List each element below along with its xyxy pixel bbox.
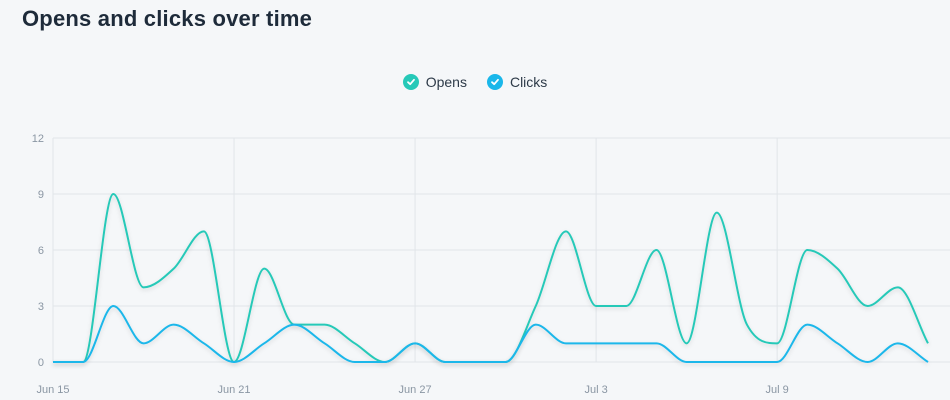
legend-item-clicks[interactable]: Clicks [486, 74, 548, 90]
check-icon [402, 74, 419, 90]
x-tick-label: Jul 3 [584, 384, 607, 396]
series-line-clicks[interactable] [52, 305, 929, 363]
y-tick-label: 3 [38, 301, 44, 313]
x-tick-label: Jun 15 [36, 384, 69, 396]
legend-item-opens[interactable]: Opens [402, 74, 467, 90]
x-tick-label: Jun 21 [218, 384, 251, 396]
x-tick-label: Jun 27 [399, 384, 432, 396]
legend-label-opens: Opens [425, 74, 467, 90]
y-tick-label: 12 [32, 133, 44, 145]
y-tick-label: 0 [38, 357, 44, 369]
x-tick-label: Jul 9 [766, 384, 789, 396]
legend-label-clicks: Clicks [509, 74, 548, 90]
chart-title: Opens and clicks over time [22, 6, 313, 31]
y-tick-label: 9 [38, 189, 44, 201]
y-tick-label: 6 [38, 245, 44, 257]
chart-legend: Opens Clicks [0, 74, 950, 90]
check-icon [486, 74, 503, 90]
